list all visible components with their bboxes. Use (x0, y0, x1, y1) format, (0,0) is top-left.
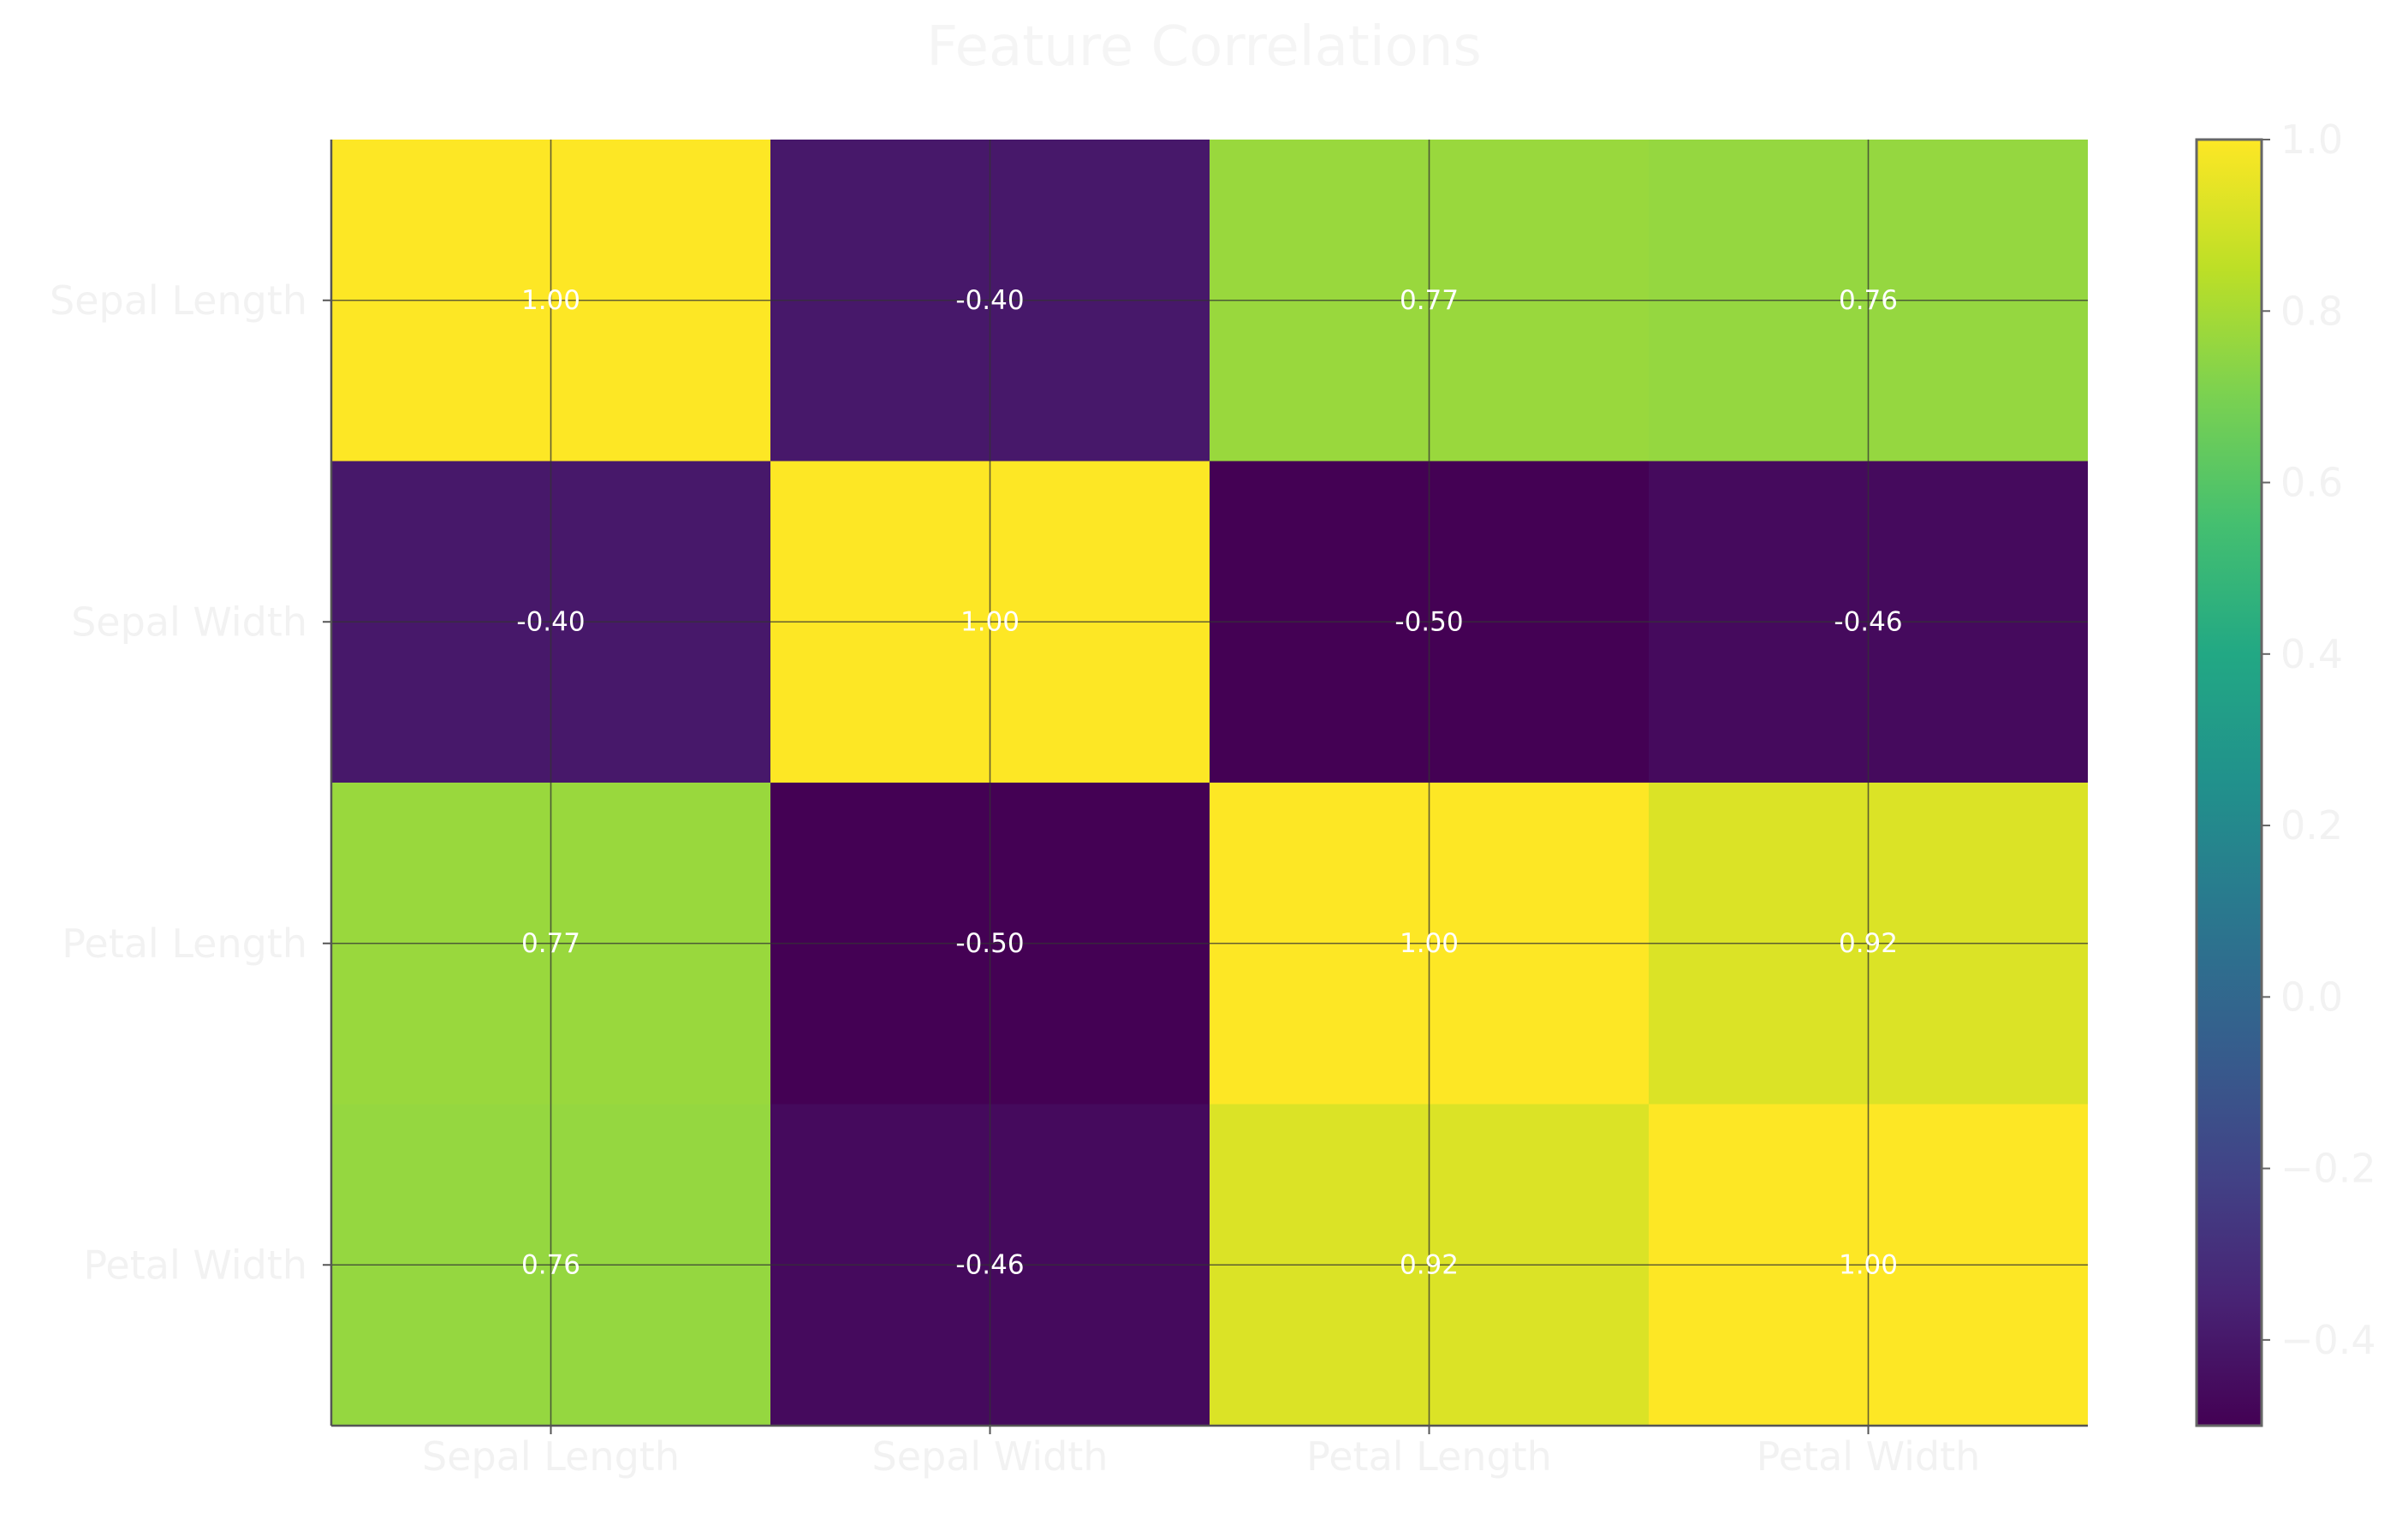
x-tick-label: Petal Width (1757, 1433, 1981, 1480)
cell-value-label: -0.46 (955, 1249, 1024, 1280)
cell-value-label: -0.50 (1394, 606, 1463, 637)
x-tick-label: Sepal Length (422, 1433, 680, 1480)
x-tick-label: Petal Length (1306, 1433, 1552, 1480)
cell-value-label: 0.77 (1400, 285, 1459, 316)
y-tick-label: Petal Length (62, 920, 307, 967)
cell-value-label: 0.76 (521, 1249, 580, 1280)
cell-value-label: -0.50 (955, 928, 1024, 959)
cell-value-label: 1.00 (960, 606, 1020, 637)
tick-labels: Sepal Length Sepal Width Petal Length Petal… (50, 277, 1980, 1480)
cell-value-label: -0.40 (955, 285, 1024, 316)
cell-value-label: 0.92 (1400, 1249, 1459, 1280)
cell-value-label: 0.77 (521, 928, 580, 959)
cell-value-label: 1.00 (1839, 1249, 1898, 1280)
colorbar-tick-label: −0.4 (2280, 1317, 2376, 1363)
cell-value-label: -0.46 (1834, 606, 1902, 637)
colorbar-tick-label: 0.0 (2280, 974, 2343, 1020)
chart-title: Feature Correlations (926, 15, 1482, 79)
colorbar-tick-label: 0.4 (2280, 631, 2343, 677)
colorbar-tick-label: 0.2 (2280, 802, 2343, 849)
colorbar-tick-label: 0.8 (2280, 288, 2343, 334)
cell-value-labels: 1.00 -0.40 0.77 0.76 -0.40 1.00 -0.50 -0.46 0.77… (516, 285, 1902, 1281)
colorbar-tick-label: 1.0 (2280, 116, 2343, 163)
y-tick-label: Petal Width (83, 1242, 307, 1288)
cell-value-label: 1.00 (1400, 928, 1459, 959)
cell-value-label: 0.92 (1839, 928, 1898, 959)
axes (330, 140, 2088, 1427)
heatmap-cells (331, 140, 2088, 1426)
y-tick-label: Sepal Length (50, 277, 307, 324)
colorbar-gradient (2195, 138, 2263, 1427)
cell-value-label: 1.00 (521, 285, 580, 316)
colorbar-tick-label: −0.2 (2280, 1146, 2376, 1192)
cell-value-label: 0.76 (1839, 285, 1898, 316)
y-tick-label: Sepal Width (71, 599, 307, 645)
x-tick-label: Sepal Width (872, 1433, 1109, 1480)
grid-lines (331, 140, 2088, 1426)
cell-value-label: -0.40 (516, 606, 585, 637)
colorbar-tick-label: 0.6 (2280, 460, 2343, 506)
colorbar: −0.4 −0.2 0.0 0.2 0.4 0.6 0.8 1.0 (2195, 116, 2376, 1427)
